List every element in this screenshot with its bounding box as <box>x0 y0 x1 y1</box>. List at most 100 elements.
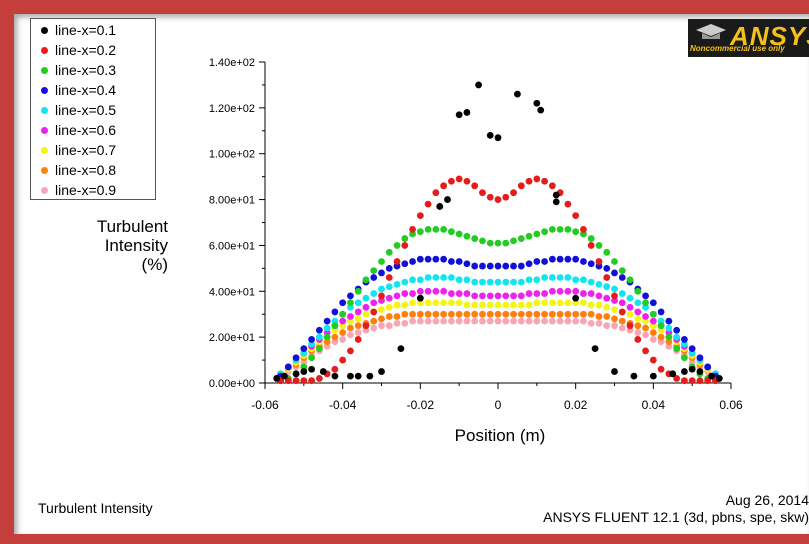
data-point <box>533 230 541 238</box>
data-point <box>688 365 696 373</box>
data-point <box>681 336 688 343</box>
data-point <box>634 308 642 316</box>
data-point <box>626 303 634 311</box>
data-point <box>385 313 393 320</box>
data-point <box>502 278 510 286</box>
data-point <box>440 310 448 318</box>
data-point <box>642 313 649 320</box>
data-point <box>370 324 378 332</box>
data-point <box>525 290 533 297</box>
axis-labels: Position (m) Turbulent Intensity (%) <box>97 217 546 445</box>
data-point <box>649 310 657 318</box>
data-point <box>455 230 463 238</box>
data-point <box>548 287 556 295</box>
data-point <box>378 306 385 314</box>
data-point <box>315 333 323 341</box>
legend-label: line-x=0.2 <box>55 42 117 58</box>
data-point <box>548 310 556 318</box>
data-point <box>378 292 385 300</box>
x-tick-label: -0.02 <box>407 398 435 412</box>
data-point <box>587 260 595 268</box>
data-point <box>564 225 572 233</box>
data-point <box>455 310 463 318</box>
legend-item: line-x=0.3 <box>31 60 155 80</box>
data-point <box>572 255 580 263</box>
data-point <box>688 345 696 353</box>
data-point <box>525 276 533 284</box>
data-point <box>517 310 525 318</box>
data-point <box>587 319 595 327</box>
data-point <box>401 278 409 286</box>
data-point <box>580 258 587 265</box>
data-point <box>634 322 642 330</box>
data-point <box>564 274 572 281</box>
data-point <box>292 377 300 385</box>
data-point <box>541 274 548 281</box>
ansys-logo: ANSYS Noncommercial use only <box>688 19 809 57</box>
data-point <box>510 317 517 325</box>
data-point <box>432 317 440 325</box>
data-point <box>603 313 611 320</box>
data-point <box>580 317 587 325</box>
data-point <box>649 356 657 364</box>
data-point <box>595 258 603 265</box>
data-point <box>556 225 564 233</box>
data-point <box>347 313 354 320</box>
data-point <box>440 182 448 190</box>
data-point <box>634 329 642 336</box>
data-point <box>587 290 595 297</box>
data-point <box>618 267 626 275</box>
data-point <box>494 317 502 325</box>
data-point <box>300 368 308 375</box>
y-axis-label-line2: Intensity <box>105 236 169 255</box>
data-point <box>541 310 548 318</box>
data-point <box>432 299 440 307</box>
data-point <box>564 317 572 325</box>
y-tick-label: 8.00e+01 <box>209 195 255 207</box>
data-point <box>642 347 649 355</box>
legend-item: line-x=0.7 <box>31 140 155 160</box>
data-point <box>665 317 673 325</box>
data-point <box>548 255 556 263</box>
data-point <box>533 175 541 183</box>
data-point <box>595 313 603 320</box>
data-point <box>339 317 347 325</box>
legend-item: line-x=0.5 <box>31 100 155 120</box>
data-point <box>455 290 463 297</box>
y-tick-label: 1.40e+02 <box>209 57 255 69</box>
data-point <box>525 310 533 318</box>
data-point <box>300 345 308 353</box>
data-point <box>541 177 548 185</box>
data-point <box>630 372 638 380</box>
data-point <box>494 134 502 142</box>
data-point <box>416 317 424 325</box>
data-point <box>448 290 455 297</box>
data-point <box>486 131 494 139</box>
data-point <box>436 203 444 210</box>
data-point <box>448 274 455 281</box>
data-point <box>401 260 409 268</box>
data-point <box>401 242 409 249</box>
x-tick-label: -0.04 <box>329 398 357 412</box>
data-point <box>463 232 471 240</box>
data-point <box>595 292 603 300</box>
data-point <box>455 276 463 284</box>
data-point <box>308 377 315 385</box>
data-point <box>556 310 564 318</box>
legend-label: line-x=0.7 <box>55 142 117 158</box>
data-point <box>424 255 432 263</box>
data-point <box>541 228 548 236</box>
data-point <box>486 262 494 270</box>
data-point <box>479 278 486 286</box>
data-point <box>409 276 416 284</box>
data-point <box>471 235 479 242</box>
data-point <box>416 255 424 263</box>
footer-info: Aug 26, 2014 ANSYS FLUENT 12.1 (3d, pbns… <box>543 492 809 526</box>
data-point <box>510 301 517 309</box>
data-point <box>494 301 502 309</box>
data-point <box>704 363 712 371</box>
data-point <box>339 299 347 307</box>
data-point <box>416 287 424 295</box>
data-point <box>587 301 595 309</box>
data-point <box>479 317 486 325</box>
